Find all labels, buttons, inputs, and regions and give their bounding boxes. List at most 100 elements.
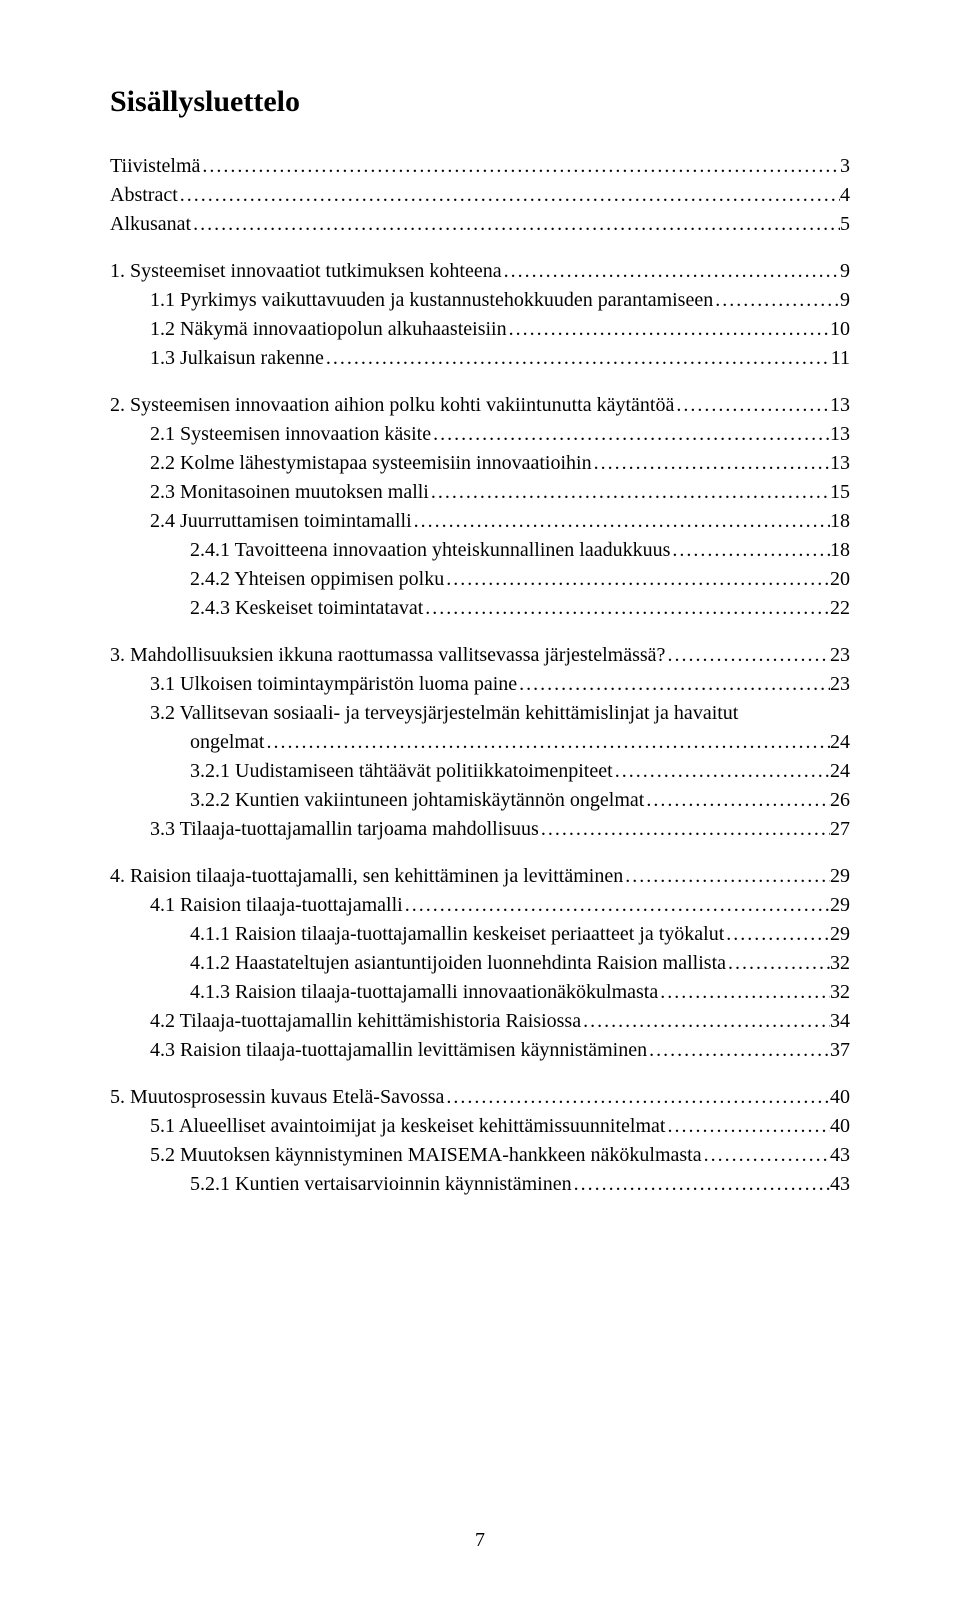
toc-label: 4.1.2 Haastateltujen asiantuntijoiden lu… (190, 949, 726, 978)
toc-label: 2.4.3 Keskeiset toimintatavat (190, 594, 423, 623)
toc-entry: 3.1 Ulkoisen toimintaympäristön luoma pa… (110, 670, 850, 699)
toc-page: 34 (830, 1007, 850, 1036)
toc-page: 13 (830, 449, 850, 478)
toc-leader-dots (647, 1036, 830, 1065)
toc-page: 18 (830, 507, 850, 536)
toc-page: 3 (840, 152, 850, 181)
toc-leader-dots (444, 565, 830, 594)
toc-label: 4.3 Raision tilaaja-tuottajamallin levit… (150, 1036, 647, 1065)
toc-label: 4. Raision tilaaja-tuottajamalli, sen ke… (110, 862, 623, 891)
toc-entry: 4.1 Raision tilaaja-tuottajamalli 29 (110, 891, 850, 920)
toc-entry: 2.4.1 Tavoitteena innovaation yhteiskunn… (110, 536, 850, 565)
toc-leader-dots (264, 728, 830, 757)
toc-leader-dots (431, 420, 830, 449)
toc-leader-dots (581, 1007, 830, 1036)
toc-page: 27 (830, 815, 850, 844)
toc-page: 23 (830, 670, 850, 699)
toc-label: 4.1 Raision tilaaja-tuottajamalli (150, 891, 403, 920)
toc-label: 3.3 Tilaaja-tuottajamallin tarjoama mahd… (150, 815, 539, 844)
toc-page: 4 (840, 181, 850, 210)
toc-entry: 2.4 Juurruttamisen toimintamalli 18 (110, 507, 850, 536)
toc-entry: 3.2.1 Uudistamiseen tähtäävät politiikka… (110, 757, 850, 786)
toc-label: 3.2.1 Uudistamiseen tähtäävät politiikka… (190, 757, 613, 786)
toc-entry: 2.2 Kolme lähestymistapaa systeemisiin i… (110, 449, 850, 478)
toc-label: 2.4.2 Yhteisen oppimisen polku (190, 565, 444, 594)
toc-page: 32 (830, 978, 850, 1007)
toc-entry: 1.2 Näkymä innovaatiopolun alkuhaasteisi… (110, 315, 850, 344)
toc-entry: Alkusanat 5 (110, 210, 850, 239)
toc-leader-dots (178, 181, 840, 210)
toc-page: 24 (830, 757, 850, 786)
toc-page: 43 (830, 1170, 850, 1199)
toc-leader-dots (724, 920, 830, 949)
toc-leader-dots (507, 315, 830, 344)
toc-entry: 2.4.2 Yhteisen oppimisen polku 20 (110, 565, 850, 594)
toc-entry: 4. Raision tilaaja-tuottajamalli, sen ke… (110, 862, 850, 891)
toc-entry: 4.2 Tilaaja-tuottajamallin kehittämishis… (110, 1007, 850, 1036)
toc-entry: 1. Systeemiset innovaatiot tutkimuksen k… (110, 257, 850, 286)
toc-label: 3.1 Ulkoisen toimintaympäristön luoma pa… (150, 670, 517, 699)
toc-page: 9 (840, 286, 850, 315)
toc-label: 4.2 Tilaaja-tuottajamallin kehittämishis… (150, 1007, 581, 1036)
toc-label: 2.3 Monitasoinen muutoksen malli (150, 478, 429, 507)
toc-label: 3. Mahdollisuuksien ikkuna raottumassa v… (110, 641, 665, 670)
toc-entry: 4.1.2 Haastateltujen asiantuntijoiden lu… (110, 949, 850, 978)
toc-entry: ongelmat24 (110, 728, 850, 757)
toc-page: 20 (830, 565, 850, 594)
toc-label: 2.2 Kolme lähestymistapaa systeemisiin i… (150, 449, 592, 478)
toc-page: 22 (830, 594, 850, 623)
toc-page: 29 (830, 891, 850, 920)
toc-entry: 5. Muutosprosessin kuvaus Etelä-Savossa4… (110, 1083, 850, 1112)
toc-leader-dots (200, 152, 840, 181)
toc-entry: 3.2 Vallitsevan sosiaali- ja terveysjärj… (110, 699, 850, 728)
toc-page: 13 (830, 391, 850, 420)
toc-entry: 2. Systeemisen innovaation aihion polku … (110, 391, 850, 420)
toc-leader-dots (191, 210, 840, 239)
toc-page: 5 (840, 210, 850, 239)
toc-leader-dots (502, 257, 840, 286)
toc-entry: 3.3 Tilaaja-tuottajamallin tarjoama mahd… (110, 815, 850, 844)
toc-label: 3.2.2 Kuntien vakiintuneen johtamiskäytä… (190, 786, 644, 815)
toc-label: 1. Systeemiset innovaatiot tutkimuksen k… (110, 257, 502, 286)
toc-label: 1.2 Näkymä innovaatiopolun alkuhaasteisi… (150, 315, 507, 344)
toc-entry: 5.1 Alueelliset avaintoimijat ja keskeis… (110, 1112, 850, 1141)
toc-entry: 1.1 Pyrkimys vaikuttavuuden ja kustannus… (110, 286, 850, 315)
toc-page: 18 (830, 536, 850, 565)
toc-leader-dots (670, 536, 830, 565)
toc-leader-dots (403, 891, 830, 920)
toc-label: 3.2 Vallitsevan sosiaali- ja terveysjärj… (150, 699, 738, 728)
toc-label: Alkusanat (110, 210, 191, 239)
toc-page: 37 (830, 1036, 850, 1065)
toc-page: 11 (831, 344, 850, 373)
toc-entry: 2.3 Monitasoinen muutoksen malli15 (110, 478, 850, 507)
toc-page: 10 (830, 315, 850, 344)
toc-label: 2.4 Juurruttamisen toimintamalli (150, 507, 412, 536)
toc-entry: Abstract4 (110, 181, 850, 210)
toc-entry: 5.2 Muutoksen käynnistyminen MAISEMA-han… (110, 1141, 850, 1170)
toc-leader-dots (412, 507, 830, 536)
toc-label: 1.3 Julkaisun rakenne (150, 344, 324, 373)
toc-page: 13 (830, 420, 850, 449)
toc-leader-dots (702, 1141, 830, 1170)
toc-entry: 4.1.3 Raision tilaaja-tuottajamalli inno… (110, 978, 850, 1007)
toc-label: 2.1 Systeemisen innovaation käsite (150, 420, 431, 449)
toc-label: 4.1.1 Raision tilaaja-tuottajamallin kes… (190, 920, 724, 949)
toc-leader-dots (539, 815, 830, 844)
toc-label: 5.1 Alueelliset avaintoimijat ja keskeis… (150, 1112, 665, 1141)
toc-page: 32 (830, 949, 850, 978)
toc-leader-dots (644, 786, 830, 815)
toc-label: ongelmat (190, 728, 264, 757)
toc-label: 5.2.1 Kuntien vertaisarvioinnin käynnist… (190, 1170, 572, 1199)
toc-leader-dots (517, 670, 830, 699)
toc-entry: 4.3 Raision tilaaja-tuottajamallin levit… (110, 1036, 850, 1065)
toc-leader-dots (592, 449, 830, 478)
toc-leader-dots (623, 862, 830, 891)
toc-label: 5. Muutosprosessin kuvaus Etelä-Savossa (110, 1083, 444, 1112)
toc-entry: 5.2.1 Kuntien vertaisarvioinnin käynnist… (110, 1170, 850, 1199)
toc-entry: 3. Mahdollisuuksien ikkuna raottumassa v… (110, 641, 850, 670)
toc-page: 29 (830, 920, 850, 949)
table-of-contents: Tiivistelmä3Abstract4Alkusanat51. Systee… (110, 152, 850, 1199)
toc-leader-dots (444, 1083, 830, 1112)
toc-leader-dots (726, 949, 830, 978)
toc-page: 43 (830, 1141, 850, 1170)
